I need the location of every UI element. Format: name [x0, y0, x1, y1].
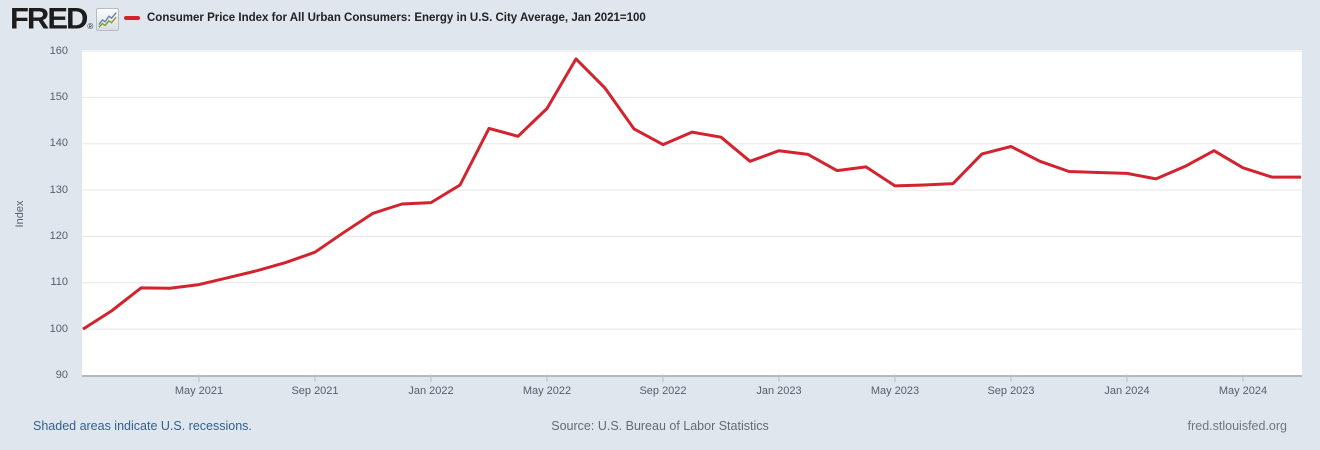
data-series-line[interactable] — [82, 57, 1301, 331]
y-tick-label: 120 — [49, 229, 68, 242]
fred-url[interactable]: fred.stlouisfed.org — [1187, 419, 1287, 433]
x-tick-label: Jan 2024 — [1104, 385, 1150, 397]
y-tick-label: 90 — [55, 369, 68, 381]
fred-logo[interactable]: FRED ® — [10, 1, 120, 36]
x-tick-label: May 2022 — [522, 385, 572, 397]
chart-legend: Consumer Price Index for All Urban Consu… — [124, 12, 646, 24]
y-tick-label: 130 — [49, 183, 68, 196]
x-tick-label: Sep 2023 — [987, 385, 1035, 397]
x-tick-label: Jan 2023 — [756, 385, 802, 397]
legend-line-swatch — [124, 16, 140, 20]
x-tick-label: Jan 2022 — [408, 385, 454, 397]
plot-area — [82, 50, 1302, 376]
y-tick-label: 150 — [49, 90, 68, 103]
sparkline-icon — [96, 7, 120, 31]
chart-footer: Shaded areas indicate U.S. recessions. S… — [0, 417, 1320, 439]
y-tick-label: 140 — [49, 137, 68, 150]
y-axis-title: Index — [14, 200, 26, 228]
x-tick-label: May 2021 — [174, 385, 224, 397]
x-tick-label: May 2024 — [1218, 385, 1268, 397]
y-tick-label: 100 — [49, 322, 68, 335]
chart-title: Consumer Price Index for All Urban Consu… — [147, 12, 646, 24]
x-tick-label: Sep 2022 — [639, 385, 687, 397]
fred-logo-text: FRED — [10, 1, 88, 36]
registered-trademark: ® — [87, 22, 94, 31]
y-tick-label: 160 — [49, 44, 68, 57]
x-tick-label: May 2023 — [870, 385, 920, 397]
y-tick-label: 110 — [50, 276, 68, 289]
source-note: Source: U.S. Bureau of Labor Statistics — [551, 419, 769, 433]
x-tick-label: Sep 2021 — [291, 385, 339, 397]
recessions-note-link[interactable]: Shaded areas indicate U.S. recessions. — [33, 419, 252, 433]
